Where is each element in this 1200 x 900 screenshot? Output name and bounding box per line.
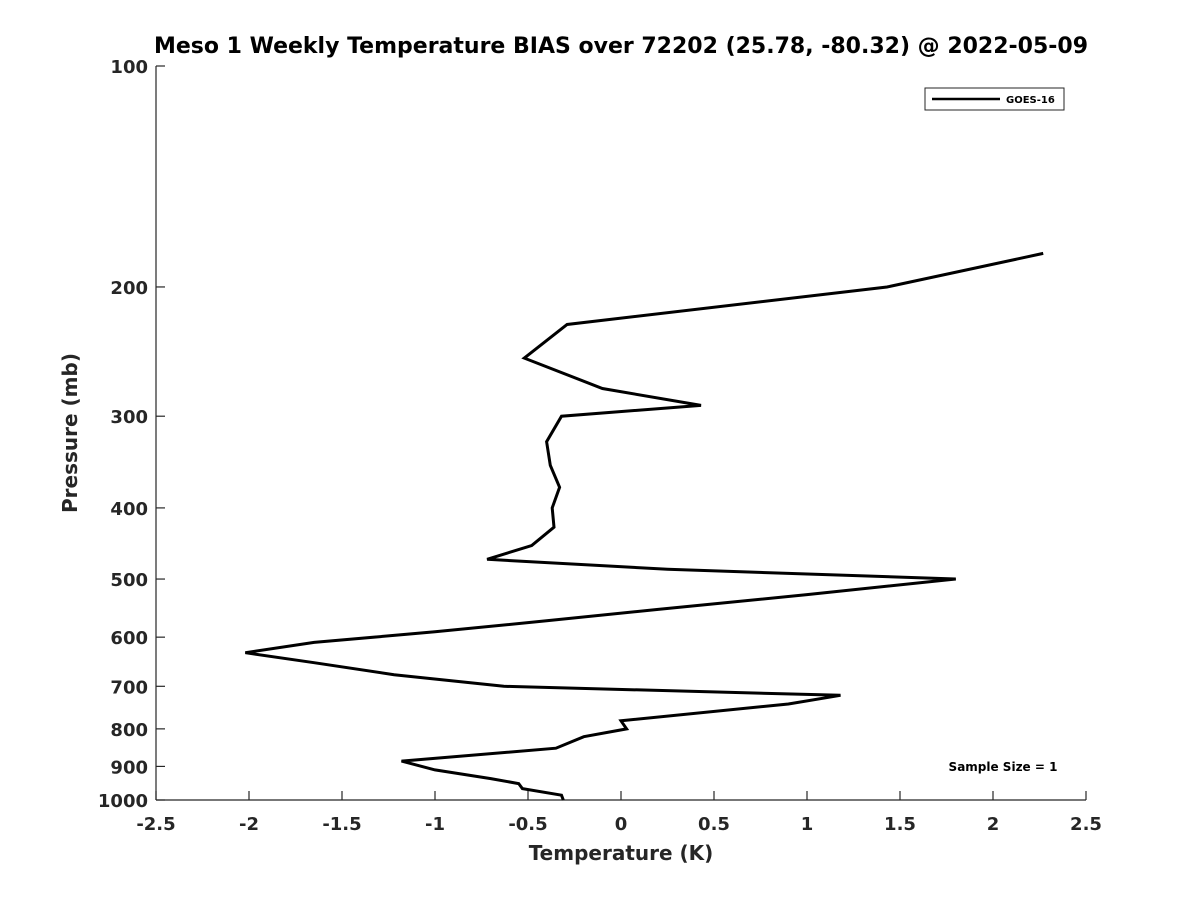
y-axis-ticks: 100 200 300 400 500 600 700 800 900 1000 xyxy=(98,57,165,812)
series-line-goes-16 xyxy=(245,251,1044,801)
x-tick-label: 0.5 xyxy=(698,814,730,835)
y-tick-label: 500 xyxy=(110,570,148,591)
chart-title: Meso 1 Weekly Temperature BIAS over 7220… xyxy=(154,34,1088,59)
x-tick-label: 1 xyxy=(801,814,814,835)
x-tick-label: 0 xyxy=(615,814,628,835)
y-tick-label: 600 xyxy=(110,628,148,649)
y-tick-label: 1000 xyxy=(98,791,148,812)
sample-size-annotation: Sample Size = 1 xyxy=(949,760,1058,774)
y-tick-label: 700 xyxy=(110,677,148,698)
series-layer xyxy=(245,251,1044,801)
y-tick-label: 400 xyxy=(110,499,148,520)
y-tick-label: 800 xyxy=(110,720,148,741)
x-tick-label: -2.5 xyxy=(136,814,175,835)
x-tick-label: -1.5 xyxy=(322,814,361,835)
y-tick-label: 900 xyxy=(110,757,148,778)
y-tick-label: 100 xyxy=(110,57,148,78)
x-axis-ticks: -2.5 -2 -1.5 -1 -0.5 0 0.5 1 1.5 2 2.5 xyxy=(136,791,1102,835)
x-tick-label: 2 xyxy=(987,814,1000,835)
legend: GOES-16 xyxy=(924,87,1065,111)
plot-area: -2.5 -2 -1.5 -1 -0.5 0 0.5 1 1.5 2 2.5 100 200 300 40… xyxy=(98,57,1102,835)
y-axis-label: Pressure (mb) xyxy=(58,353,82,513)
y-tick-label: 200 xyxy=(110,278,148,299)
x-tick-label: -0.5 xyxy=(508,814,547,835)
x-tick-label: -2 xyxy=(239,814,259,835)
x-tick-label: 1.5 xyxy=(884,814,916,835)
y-tick-label: 300 xyxy=(110,407,148,428)
x-tick-label: 2.5 xyxy=(1070,814,1102,835)
legend-entry-goes-16: GOES-16 xyxy=(1006,95,1055,106)
x-tick-label: -1 xyxy=(425,814,445,835)
x-axis-label: Temperature (K) xyxy=(529,841,714,865)
